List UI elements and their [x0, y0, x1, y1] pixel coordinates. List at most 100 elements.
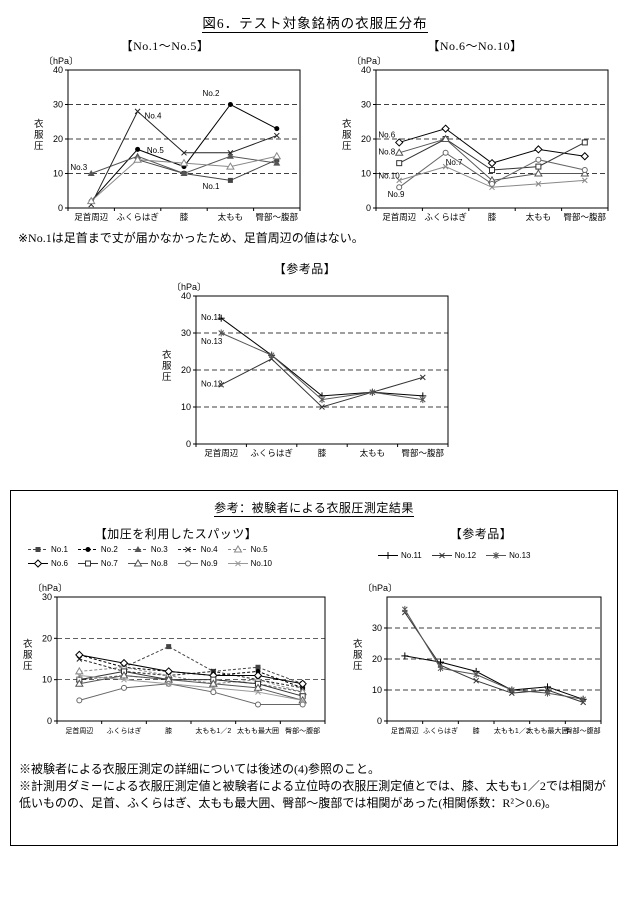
legend-sample-icon [77, 547, 98, 552]
y-tick-label: 10 [181, 402, 191, 412]
x-category-label: 足首周辺 [65, 726, 93, 735]
data-marker-circle [184, 560, 191, 567]
data-marker-x [319, 404, 325, 410]
series-annotation: No.5 [147, 146, 164, 155]
x-category-label: ふくらはぎ [424, 212, 467, 222]
data-marker-x [419, 374, 426, 381]
data-marker-diamond [119, 658, 129, 668]
y-axis-title: 服 [162, 361, 172, 372]
legend-item-no9: No.9 [177, 559, 218, 568]
y-axis-unit: 〔hPa〕 [352, 56, 386, 66]
y-tick-label: 10 [42, 675, 52, 685]
data-marker-sq [396, 160, 403, 167]
data-marker-x [442, 163, 449, 170]
data-marker-x [165, 680, 172, 687]
x-category-label: ふくらはぎ [423, 726, 458, 735]
plot-area [195, 295, 449, 445]
data-marker-dot [135, 146, 141, 152]
series-line-No.13 [220, 332, 423, 401]
y-tick-label: 10 [361, 169, 371, 179]
reference-note-2: ※計測用ダミーによる衣服圧測定値と被験者による立位時の衣服圧測定値とでは、膝、太… [19, 779, 606, 810]
data-marker-tri [394, 148, 404, 156]
data-marker-circle [121, 684, 127, 691]
y-axis-title: 衣 [342, 118, 352, 130]
data-marker-circle [535, 156, 542, 163]
data-marker-star [473, 671, 480, 678]
series-annotation: No.9 [388, 190, 405, 199]
caption-subject-spats: 【加圧を利用したスパッツ】 [94, 527, 258, 541]
y-axis-title: 衣 [353, 638, 363, 650]
legend-sample-icon [28, 559, 48, 568]
x-category-label: 臀部～腹部 [256, 212, 299, 222]
y-tick-label: 20 [181, 365, 191, 375]
data-marker-tri [86, 196, 96, 205]
y-axis-title: 服 [34, 130, 44, 141]
x-category-label: 足首周辺 [204, 448, 239, 458]
legend-sample-icon [28, 547, 48, 552]
legend-item-no3: No.3 [127, 545, 168, 554]
data-marker-diamond [441, 124, 450, 133]
data-marker-diamond [580, 152, 590, 161]
data-marker-star [419, 396, 426, 403]
data-marker-x [210, 685, 217, 691]
data-marker-star [437, 665, 444, 672]
y-tick-label: 30 [372, 623, 382, 633]
x-category-label: 膝 [488, 212, 497, 222]
series-line-No.12 [404, 612, 584, 703]
x-category-label: 太もも [218, 212, 244, 222]
series-annotation: No.7 [446, 158, 463, 167]
data-marker-star [580, 696, 587, 703]
series-line-No.11 [220, 317, 423, 397]
y-axis-unit: 〔hPa〕 [172, 282, 206, 292]
data-marker-tri [74, 679, 84, 687]
data-marker-star [544, 690, 551, 696]
data-marker-star [508, 687, 515, 693]
legend-item-no12: No.12 [431, 551, 476, 560]
data-marker-circle [255, 701, 261, 708]
series-line-No.8 [79, 675, 303, 701]
page-title-row: 図6．テスト対象銘柄の衣服圧分布 [0, 12, 630, 33]
x-category-label: 太もも最大囲 [527, 726, 569, 735]
legend-sample-icon [486, 552, 507, 559]
y-tick-label: 0 [377, 716, 382, 726]
data-marker-x [273, 132, 280, 139]
series-line-No.10 [79, 675, 303, 701]
data-marker-tri [74, 666, 84, 675]
data-marker-x [234, 560, 241, 567]
data-marker-diamond [33, 559, 43, 568]
data-marker-diamond [394, 138, 404, 147]
data-marker-x [181, 149, 187, 156]
legend-sample-icon [227, 560, 248, 567]
data-marker-x [535, 180, 542, 187]
y-tick-label: 30 [361, 100, 371, 110]
legend-item-no4: No.4 [177, 545, 218, 554]
data-marker-circle [210, 689, 217, 696]
legend-label: No.8 [150, 559, 168, 568]
plot-area [56, 596, 326, 722]
x-category-label: 太もも [360, 448, 386, 458]
y-axis-unit: 〔hPa〕 [363, 583, 397, 593]
x-category-label: 膝 [473, 726, 480, 735]
data-marker-x [438, 552, 445, 559]
legend-item-no6: No.6 [27, 559, 68, 568]
data-marker-tri [133, 559, 143, 567]
series-line-No.1 [137, 159, 278, 181]
legend-sample-icon [127, 546, 148, 552]
data-marker-tri-fill [180, 170, 188, 176]
series-line-No.7 [79, 670, 303, 697]
y-tick-label: 0 [58, 203, 63, 213]
data-marker-star [493, 552, 499, 559]
data-marker-x [76, 672, 83, 679]
legend-label: No.12 [454, 551, 477, 560]
y-axis-title: 服 [23, 650, 33, 661]
legend-item-no5: No.5 [227, 545, 268, 554]
data-marker-diamond [164, 667, 173, 676]
series-annotation: No.4 [145, 111, 162, 120]
legend-sample-icon [177, 546, 198, 553]
y-axis-title: 圧 [353, 661, 363, 672]
legend-label: No.10 [250, 559, 272, 568]
series-annotation: No.8 [378, 148, 395, 157]
legend-label: No.11 [401, 551, 422, 560]
